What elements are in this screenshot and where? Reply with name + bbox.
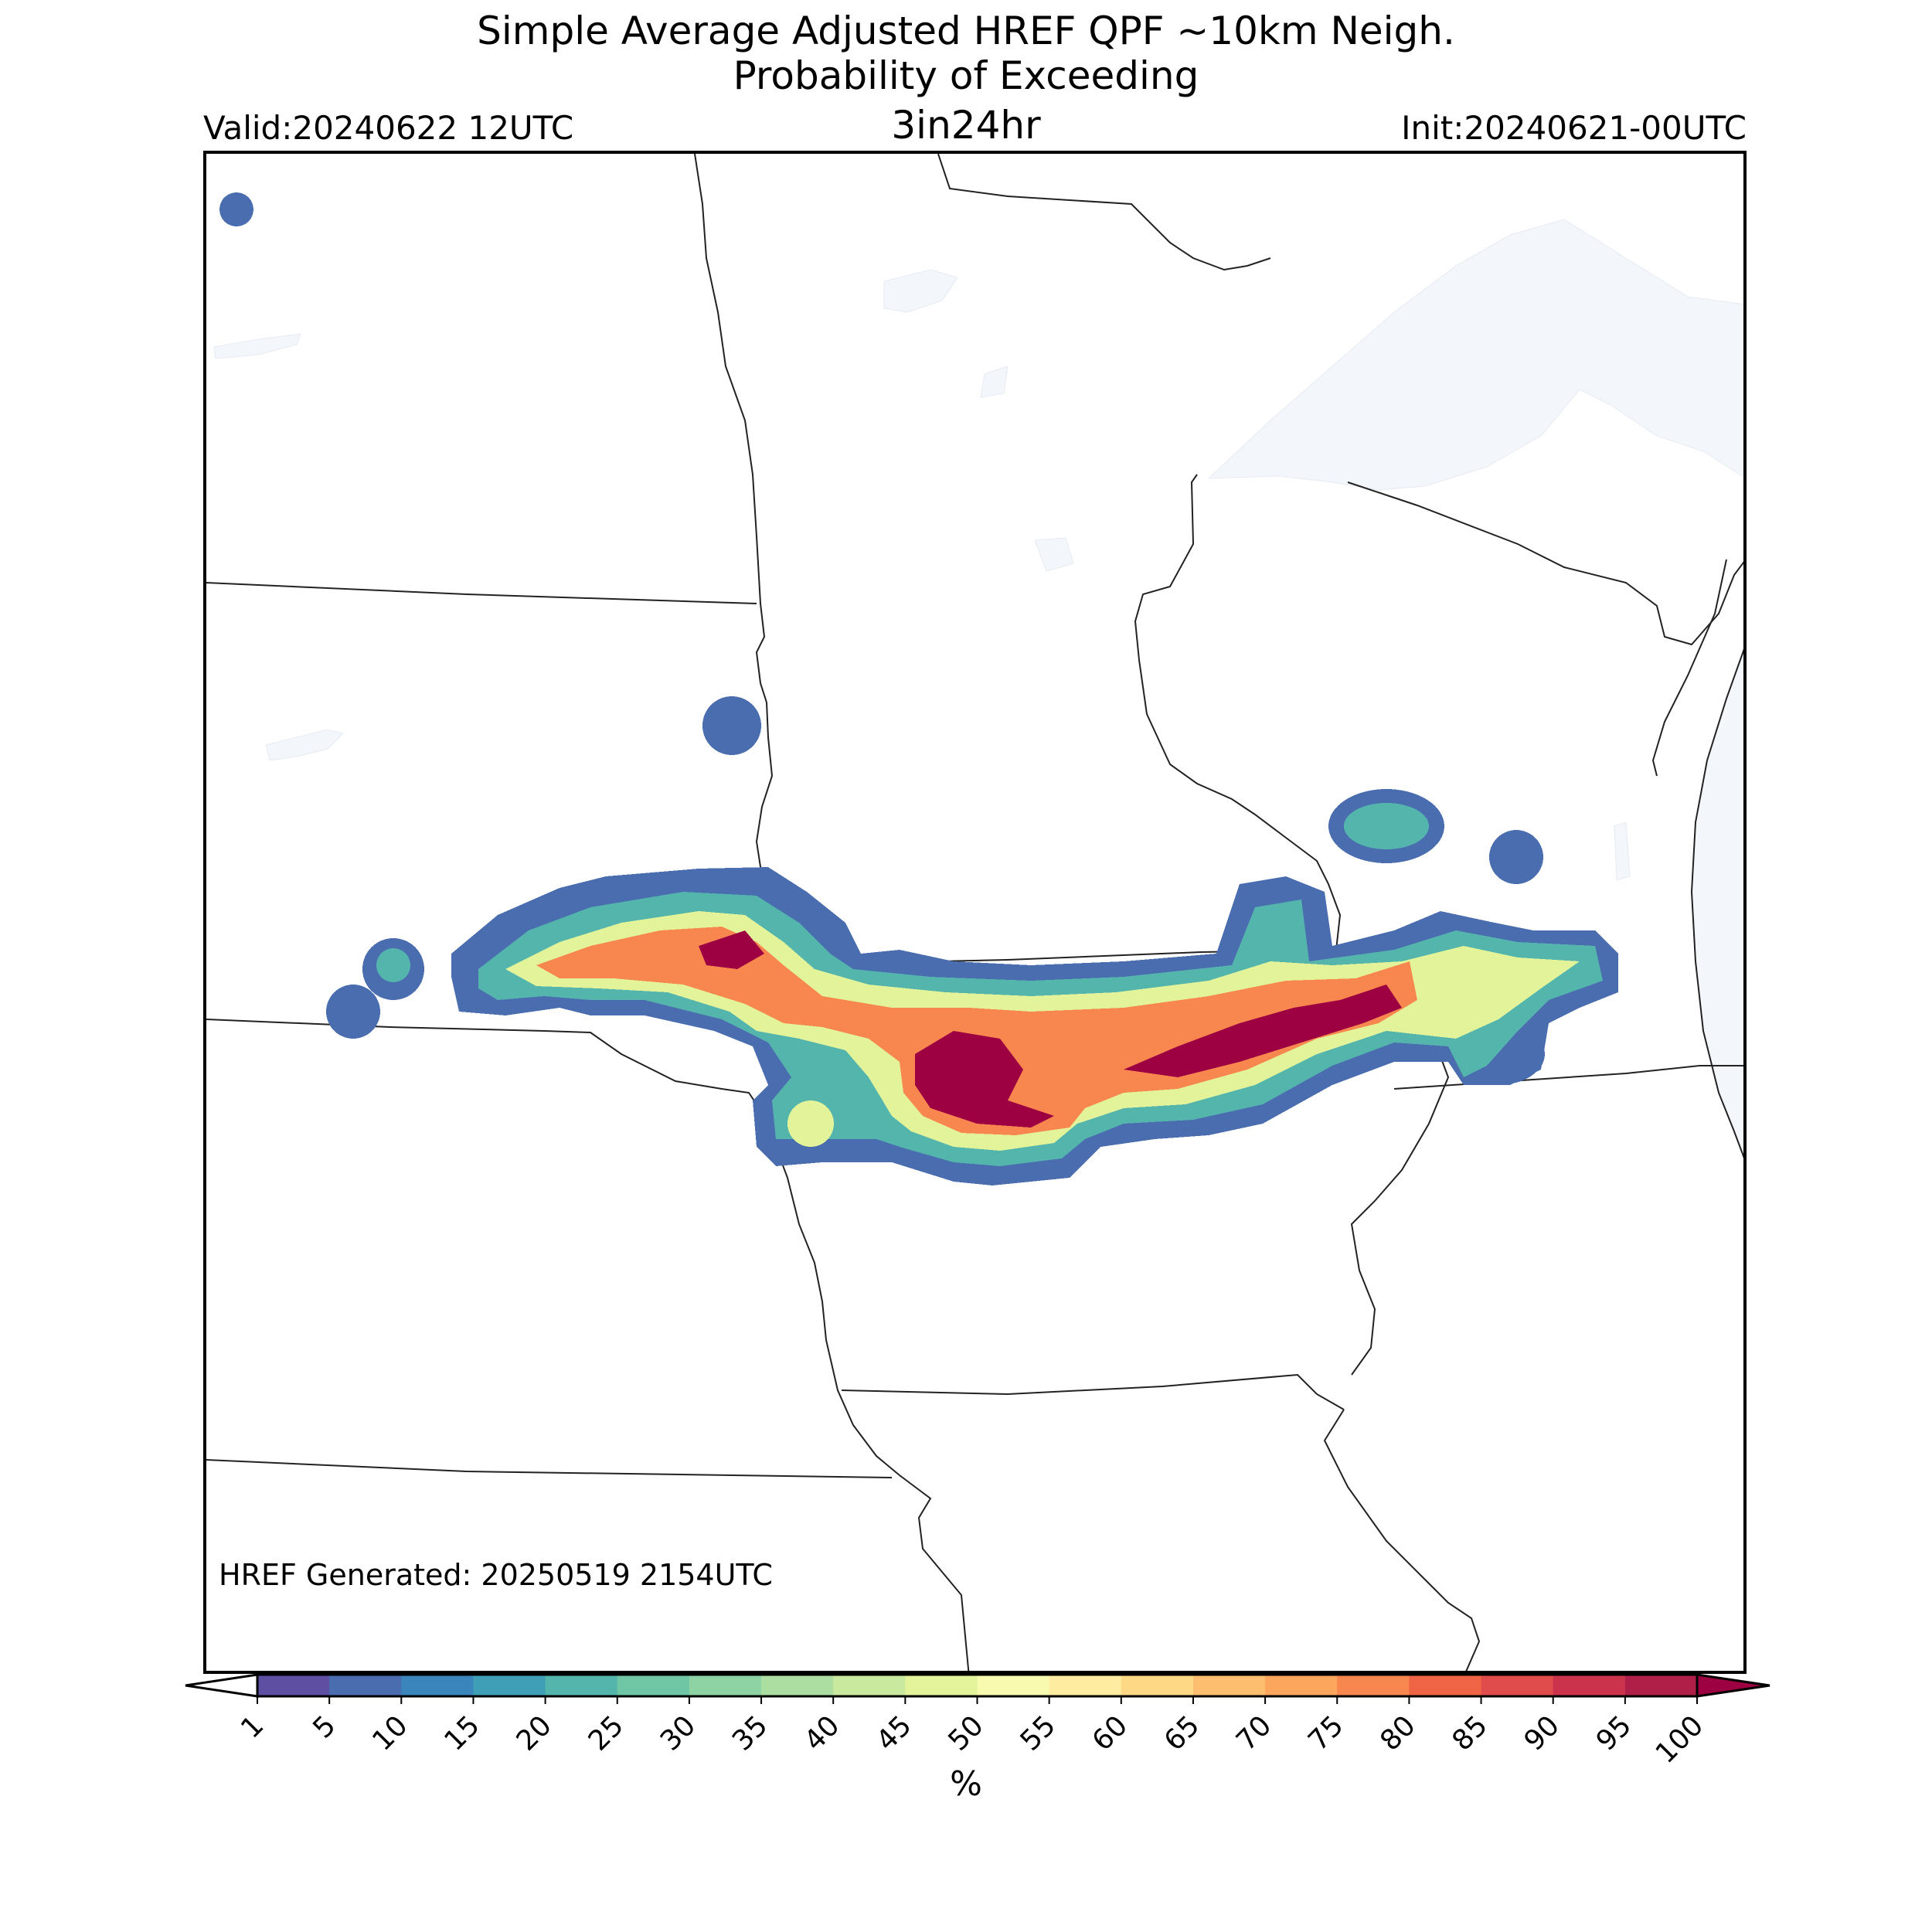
colorbar-tick-label: 35	[726, 1709, 774, 1757]
lake-winnebago	[1614, 821, 1631, 881]
colorbar-segment	[1192, 1675, 1266, 1696]
mn-west-border	[694, 154, 774, 962]
chart-title-line2: Probability of Exceeding	[733, 53, 1199, 98]
init-time-label: Init:20240621-00UTC	[1401, 109, 1747, 147]
lake-michigan-west-shore	[1690, 648, 1743, 1158]
colorbar-tick-label: 85	[1447, 1709, 1494, 1757]
colorbar-segment	[689, 1675, 762, 1696]
wi-il-border	[1393, 1065, 1700, 1090]
colorbar-tick-label: 70	[1230, 1709, 1277, 1757]
colorbar-segment	[977, 1675, 1050, 1696]
colorbar-tick-label: 15	[438, 1709, 485, 1757]
devils-lake	[213, 333, 301, 359]
colorbar-segment	[1049, 1675, 1122, 1696]
colorbar-unit-label: %	[950, 1764, 982, 1804]
lake-superior	[1207, 219, 1743, 491]
colorbar-segment	[1553, 1675, 1626, 1696]
wi-up-border	[1347, 481, 1743, 646]
colorbar-tick-label: 10	[366, 1709, 413, 1757]
ia-mo-border	[841, 1373, 1345, 1410]
colorbar-tick-label: 60	[1087, 1709, 1134, 1757]
colorbar-segments	[256, 1673, 1699, 1698]
colorbar-segment	[329, 1675, 402, 1696]
colorbar-tick-label: 50	[942, 1709, 989, 1757]
lake-of-the-woods	[883, 269, 958, 313]
colorbar-tick-label: 40	[798, 1709, 845, 1757]
probability-field	[219, 192, 1618, 1185]
colorbar-tick-label: 80	[1374, 1709, 1421, 1757]
colorbar-tick-label: 45	[870, 1709, 917, 1757]
colorbar-segment	[617, 1675, 690, 1696]
mille-lacs	[1034, 537, 1074, 572]
colorbar-tick-label: 75	[1302, 1709, 1349, 1757]
colorbar-tick-label: 25	[583, 1709, 630, 1757]
colorbar-extend-low	[185, 1673, 259, 1698]
colorbar-segment	[905, 1675, 978, 1696]
ia-west-border	[775, 1146, 970, 1671]
colorbar-segment	[401, 1675, 474, 1696]
colorbar-tick-label: 1	[235, 1709, 270, 1744]
il-mo-border	[1323, 1409, 1481, 1671]
colorbar-tick-label: 90	[1519, 1709, 1566, 1757]
map-panel	[203, 151, 1747, 1674]
colorbar-segment	[257, 1675, 330, 1696]
colorbar-ticks: 1 5 10 15 20 25 30 35 40 45 50 55 60 65 70 75 80 85 90 95 10…	[235, 1696, 1709, 1770]
nd-sd-border	[206, 582, 757, 604]
colorbar-segment	[1121, 1675, 1194, 1696]
chart-title-line1: Simple Average Adjusted HREF QPF ~10km N…	[477, 9, 1455, 53]
colorbar-segment	[1409, 1675, 1482, 1696]
colorbar-segment	[761, 1675, 834, 1696]
colorbar-segment	[1624, 1675, 1698, 1696]
colorbar-segment	[1265, 1675, 1338, 1696]
prob-band-core	[699, 930, 1402, 1128]
mn-wi-border	[1134, 474, 1342, 951]
colorbar-segment	[1337, 1675, 1410, 1696]
ne-ks-border	[206, 1459, 893, 1478]
colorbar-segment	[473, 1675, 546, 1696]
colorbar-tick-label: 55	[1015, 1709, 1062, 1757]
prob-band-high	[536, 927, 1417, 1135]
colorbar-segment	[545, 1675, 618, 1696]
valid-time-label: Valid:20240622 12UTC	[203, 109, 574, 147]
lake-sakakawea	[265, 729, 344, 761]
colorbar-tick-label: 95	[1590, 1709, 1638, 1757]
generated-timestamp: HREF Generated: 20250519 2154UTC	[219, 1558, 773, 1592]
upper-red-lake	[980, 366, 1009, 398]
colorbar-tick-label: 20	[511, 1709, 558, 1757]
colorbar-tick-label: 100	[1650, 1709, 1710, 1770]
mn-north-border	[937, 154, 1271, 271]
colorbar-segment	[833, 1675, 906, 1696]
green-bay-shore	[1651, 559, 1727, 777]
colorbar-tick-label: 5	[307, 1709, 342, 1744]
colorbar-extend-high	[1696, 1673, 1770, 1698]
map-canvas	[206, 154, 1743, 1671]
colorbar-segment	[1481, 1675, 1554, 1696]
chart-title-line3: 3in24hr	[891, 103, 1041, 148]
colorbar-tick-label: 65	[1158, 1709, 1206, 1757]
colorbar-tick-label: 30	[655, 1709, 702, 1757]
